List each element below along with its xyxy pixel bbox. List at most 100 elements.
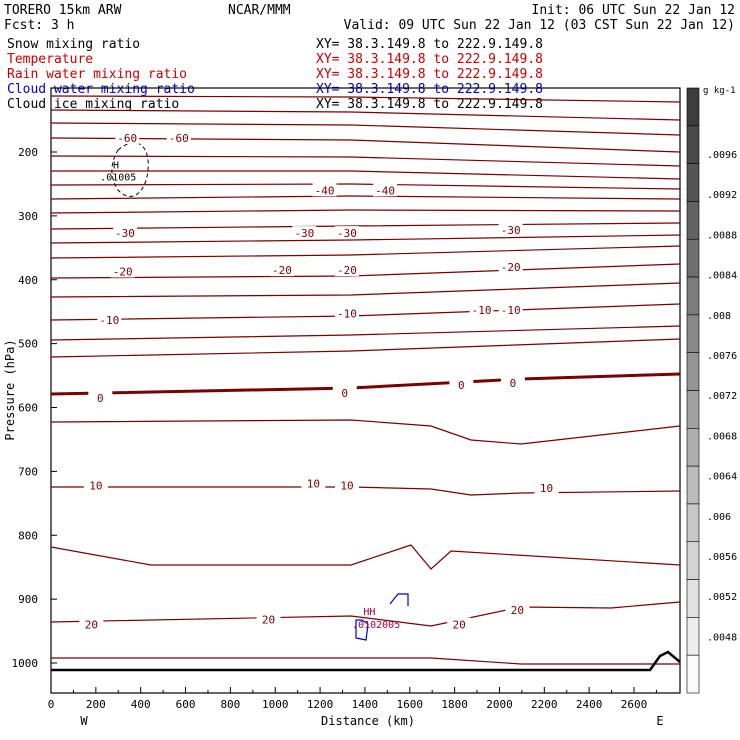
- x-tick-label: 0: [48, 698, 55, 711]
- colorbar-tick-label: .0052: [707, 592, 737, 603]
- colorbar-segment: [686, 428, 700, 467]
- axes: 0 200 400 600 800 1000 1200 1400 1600 1800 2000 220…: [12, 146, 657, 711]
- temperature-label-bg: [166, 130, 191, 144]
- temperature-contour-line: [50, 183, 681, 190]
- temperature-contour-line: [50, 601, 681, 627]
- legend-field-xy: XY= 38.3.149.8 to 222.9.149.8: [316, 97, 543, 112]
- temperature-label: -40: [315, 184, 335, 197]
- temperature-label-bg: [301, 476, 326, 490]
- legend-field-name: Temperature: [7, 52, 93, 67]
- model-title: TORERO 15km ARW: [4, 3, 122, 18]
- colorbar: .0096 .0092 .0088 .0084 .008 .0076 .0072 .0068.…: [686, 86, 737, 694]
- x-tick-label: 2200: [531, 698, 558, 711]
- x-tick-label: 600: [176, 698, 196, 711]
- y-tick-label: 300: [18, 210, 38, 223]
- temperature-label: 20: [452, 619, 465, 632]
- temperature-label: -20: [272, 264, 292, 277]
- legend-field-name: Cloud ice mixing ratio: [7, 97, 179, 112]
- west-label: W: [80, 714, 88, 728]
- temperature-label: -30: [294, 227, 314, 240]
- y-axis-label: Pressure (hPa): [3, 339, 17, 440]
- colorbar-segment: [686, 352, 700, 391]
- temperature-label-bg: [469, 302, 494, 316]
- x-tick-label: 1000: [262, 698, 289, 711]
- x-tick-label: 800: [220, 698, 240, 711]
- y-tick-label: 700: [18, 465, 38, 478]
- mixing-ratio-label: .01005: [100, 173, 136, 184]
- temperature-label: 10: [540, 482, 553, 495]
- temperature-label: -60: [117, 132, 137, 145]
- forecast-hour: Fcst: 3 h: [4, 18, 74, 33]
- temperature-contour-line: [50, 95, 681, 103]
- temperature-label: -40: [375, 184, 395, 197]
- colorbar-segment: [686, 579, 700, 618]
- y-tick-label: 900: [18, 593, 38, 606]
- mixing-ratio-contours: [111, 142, 409, 641]
- colorbar-unit: g kg-1: [703, 86, 736, 96]
- x-tick-label: 200: [86, 698, 106, 711]
- x-tick-label: 1600: [397, 698, 424, 711]
- colorbar-tick-label: .0092: [707, 190, 737, 201]
- temperature-label-bg: [115, 130, 140, 144]
- temperature-label: 10: [307, 478, 320, 491]
- temperature-label: -20: [501, 261, 521, 274]
- temperature-label-bg: [334, 306, 359, 320]
- temperature-label-bg: [505, 602, 530, 616]
- temperature-label: 0: [510, 377, 517, 390]
- x-tick-label: 1400: [352, 698, 379, 711]
- temperature-contour-line: [50, 419, 681, 445]
- temperature-contour-line: [50, 155, 681, 167]
- temperature-contour-line: [50, 263, 681, 279]
- temperature-contour-line: [50, 222, 681, 230]
- field-legend: Snow mixing ratio XY= 38.3.149.8 to 222.9…: [7, 37, 543, 112]
- temperature-label: -20: [337, 264, 357, 277]
- y-tick-label: 200: [18, 146, 38, 159]
- temperature-contour-line: [50, 325, 681, 341]
- temperature-label: -20: [113, 265, 133, 278]
- mixing-ratio-label: .0102005: [352, 620, 400, 631]
- colorbar-segment: [686, 465, 700, 505]
- temperature-label: 20: [85, 619, 98, 632]
- temperature-label-bg: [88, 390, 113, 404]
- y-tick-label: 1000: [12, 657, 39, 670]
- temperature-label: -30: [337, 227, 357, 240]
- temperature-label: -30: [501, 224, 521, 237]
- temperature-contours: [50, 95, 681, 672]
- colorbar-tick-label: .0048: [707, 632, 737, 643]
- cloud-water-contour: [389, 593, 409, 606]
- temperature-label-bg: [332, 385, 357, 399]
- colorbar-segment: [686, 201, 700, 240]
- temperature-contour-line: [51, 170, 681, 180]
- temperature-label-bg: [449, 378, 474, 392]
- colorbar-tick-label: .0056: [707, 552, 737, 563]
- colorbar-tick-label: .0084: [707, 271, 737, 282]
- temperature-label: -10: [472, 304, 492, 317]
- colorbar-tick-label: .0072: [707, 391, 737, 402]
- colorbar-segment: [686, 503, 700, 543]
- x-tick-label: 1200: [307, 698, 334, 711]
- temperature-contour-line: [50, 109, 681, 121]
- x-tick-label: 400: [131, 698, 151, 711]
- colorbar-tick-label: .0076: [707, 351, 737, 362]
- y-tick-label: 600: [18, 402, 38, 415]
- temperature-contour-line: [50, 372, 681, 396]
- temperature-label: 10: [340, 479, 353, 492]
- east-label: E: [656, 714, 663, 728]
- colorbar-segment: [686, 390, 700, 429]
- temperature-contour-line: [50, 122, 681, 136]
- mixing-ratio-label: H: [113, 161, 119, 172]
- colorbar-tick-label: .0064: [707, 472, 737, 483]
- y-tick-label: 500: [18, 338, 38, 351]
- legend-field-xy: XY= 38.3.149.8 to 222.9.149.8: [316, 82, 543, 97]
- temperature-label-bg: [334, 263, 359, 277]
- center-title: NCAR/MMM: [228, 3, 291, 18]
- temperature-contour-line: [50, 282, 681, 298]
- legend-field-name: Rain water mixing ratio: [7, 67, 187, 82]
- x-axis-label: Distance (km): [321, 714, 415, 728]
- init-time: Init: 06 UTC Sun 22 Jan 12: [532, 3, 736, 18]
- temperature-label-bg: [447, 617, 472, 631]
- colorbar-segment: [686, 314, 700, 353]
- temperature-label-bg: [97, 312, 122, 326]
- colorbar-segment: [686, 276, 700, 316]
- temperature-contour-line: [50, 195, 681, 200]
